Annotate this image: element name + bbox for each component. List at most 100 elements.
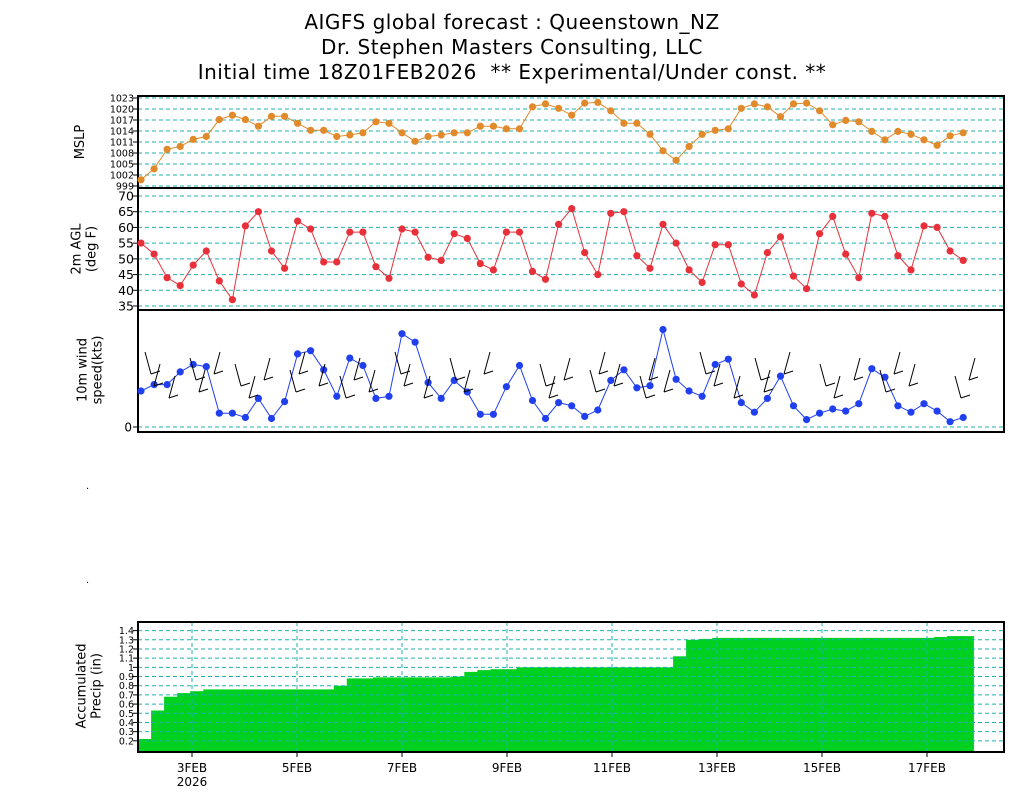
mslp-point [424, 132, 432, 141]
wind-barb [893, 370, 904, 375]
mslp-point [698, 130, 706, 138]
precip-tick-label: 0.3 [119, 727, 134, 738]
precip-bar [751, 637, 766, 752]
wind-point [281, 398, 289, 406]
temp-point [750, 291, 759, 299]
chart-title-block: AIGFS global forecast : Queenstown_NZ Dr… [0, 10, 1024, 85]
mslp-point [398, 129, 406, 137]
temp-tick-label: 40 [118, 283, 134, 298]
precip-bar [294, 689, 309, 752]
x-tick-label: 11FEB [593, 761, 631, 775]
precip-tick-label: 1.3 [119, 635, 134, 646]
wind-barb [289, 369, 297, 393]
temp-point [933, 223, 941, 231]
wind-barb [645, 394, 656, 399]
temp-point [568, 205, 576, 213]
temp-point [881, 212, 889, 220]
wind-barb [198, 369, 206, 393]
wind-point [698, 392, 706, 400]
wind-line [140, 329, 964, 423]
wind-point [672, 375, 680, 383]
wind-point [398, 330, 406, 338]
precip-bar [164, 696, 178, 752]
wind-point [842, 407, 850, 415]
wind-barb [368, 388, 379, 393]
temp-point [150, 250, 158, 258]
wind-point [789, 402, 798, 410]
mslp-point [359, 129, 367, 137]
temp-axis-label: 2m AGL [70, 223, 85, 275]
mslp-point [267, 112, 276, 120]
precip-tick-label: 1.4 [119, 626, 134, 637]
wind-point [659, 325, 667, 334]
temp-point [489, 266, 497, 274]
wind-point [541, 414, 550, 423]
temp-point [620, 208, 628, 216]
mslp-point [659, 147, 667, 155]
wind-barb [648, 357, 656, 381]
precip-tick-label: 0.6 [119, 700, 134, 711]
mslp-point [789, 100, 798, 108]
wind-barb [598, 370, 609, 375]
mslp-point [215, 116, 223, 124]
mslp-line [140, 101, 964, 181]
mslp-tick-label: 1017 [110, 116, 134, 127]
precip-bar [529, 667, 544, 752]
mslp-point [555, 104, 563, 112]
wind-barb [318, 363, 326, 387]
temp-point [894, 252, 902, 260]
precip-bar [268, 689, 283, 752]
mslp-tick-label: 1008 [110, 149, 134, 160]
temp-point [437, 256, 445, 264]
wind-barb [613, 363, 621, 387]
x-tick-label: 15FEB [803, 761, 841, 775]
wind-barb [234, 363, 242, 387]
mslp-point [515, 125, 524, 133]
mslp-point [541, 100, 550, 108]
wind-barb [954, 375, 962, 399]
wind-point [685, 387, 693, 395]
mslp-point [411, 137, 419, 145]
wind-barb [463, 369, 471, 393]
wind-barb [449, 357, 457, 381]
temp-point [307, 225, 315, 233]
wind-point [555, 399, 563, 407]
mslp-point [463, 129, 471, 137]
wind-point [594, 406, 602, 414]
precip-bar [177, 693, 191, 752]
precip-bar [660, 667, 674, 752]
wind-point [581, 412, 589, 420]
wind-barb [853, 357, 861, 381]
wind-axis-label: 10m wind [76, 338, 91, 402]
temp-tick-label: 45 [118, 267, 134, 282]
wind-barb [168, 394, 179, 399]
wind-barb [153, 382, 164, 387]
mslp-point [737, 104, 745, 112]
temp-point [842, 250, 850, 258]
wind-point [372, 394, 380, 402]
wind-point [137, 387, 145, 395]
precip-bar [359, 678, 374, 752]
temp-point [698, 278, 706, 286]
wind-point [646, 382, 654, 390]
wind-barb [968, 376, 979, 381]
wind-barb [150, 370, 161, 375]
wind-barb [713, 382, 724, 387]
stray-mark: . [86, 575, 90, 586]
precip-bar [555, 667, 570, 752]
temp-line [140, 207, 964, 301]
x-tick-label: 7FEB [387, 761, 417, 775]
temp-tick-label: 65 [118, 204, 134, 219]
wind-barb [833, 375, 841, 399]
precip-bar [620, 667, 635, 752]
wind-barb [545, 382, 556, 387]
temp-tick-label: 50 [118, 251, 134, 266]
mslp-tick-label: 999 [116, 182, 134, 193]
wind-point [267, 414, 276, 423]
mslp-point [346, 131, 354, 139]
wind-point [829, 405, 837, 413]
precip-bar [699, 638, 713, 752]
wind-point [411, 338, 419, 346]
precip-bar [503, 669, 518, 752]
temp-point [372, 263, 380, 271]
